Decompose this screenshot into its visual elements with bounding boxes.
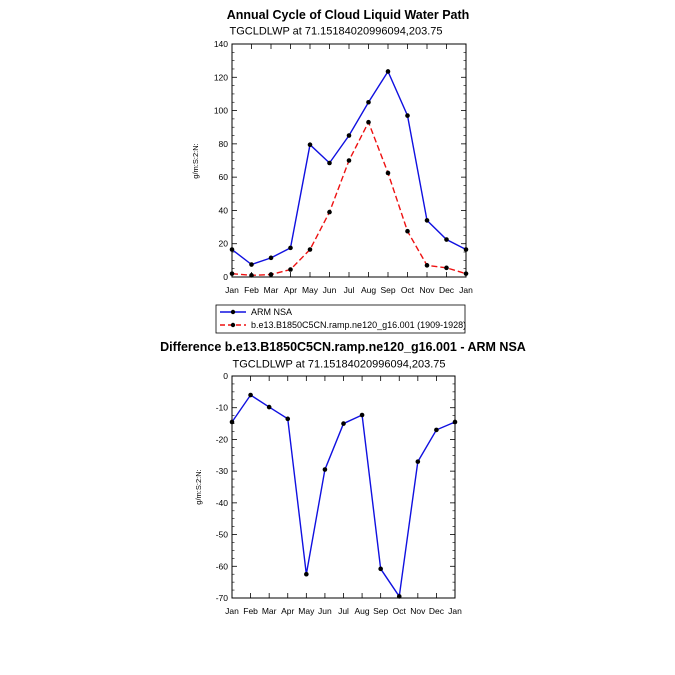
x-tick-label: Jul <box>344 285 355 295</box>
data-point-b-e13-b1850c5cn-ramp-ne120-g16-001-1909-1928 <box>405 228 410 234</box>
y-tick-label: 140 <box>214 39 228 49</box>
bottom-chart-ylabel: g/m:S:2:N: <box>194 469 203 504</box>
y-tick-label: 120 <box>214 72 228 82</box>
x-tick-label: Jun <box>323 285 337 295</box>
y-tick-label: -20 <box>216 434 229 444</box>
data-point-arm-nsa <box>405 113 410 118</box>
y-tick-label: -40 <box>216 498 229 508</box>
x-tick-label: Nov <box>410 606 426 616</box>
x-tick-label: Jun <box>318 606 332 616</box>
x-tick-label: Aug <box>355 606 370 616</box>
top-chart-subtitle: TGCLDLWP at 71.15184020996094,203.75 <box>229 26 442 38</box>
y-tick-label: 20 <box>219 239 229 249</box>
data-point-b-e13-b1850c5cn-ramp-ne120-g16-001-1909-1928 <box>249 273 254 278</box>
y-tick-label: -50 <box>216 530 229 540</box>
x-tick-label: May <box>302 285 319 295</box>
y-tick-label: 60 <box>219 172 229 182</box>
y-tick-label: 80 <box>219 139 229 149</box>
data-point-arm-nsa <box>424 218 430 223</box>
x-tick-label: Nov <box>419 285 435 295</box>
data-point-series-1 <box>359 412 365 418</box>
x-tick-label: Jan <box>225 285 239 295</box>
y-tick-label: 100 <box>214 106 228 116</box>
y-tick-label: -70 <box>216 593 229 603</box>
data-point-arm-nsa <box>444 237 449 242</box>
legend-marker-model <box>230 322 236 328</box>
data-point-b-e13-b1850c5cn-ramp-ne120-g16-001-1909-1928 <box>229 271 235 276</box>
x-tick-label: Mar <box>262 606 277 616</box>
data-point-series-1 <box>248 392 253 398</box>
legend-label-arm-nsa: ARM NSA <box>251 307 292 317</box>
data-point-arm-nsa <box>463 247 469 252</box>
x-tick-label: Sep <box>373 606 388 616</box>
data-point-series-1 <box>304 571 309 577</box>
data-point-arm-nsa <box>268 255 274 261</box>
data-point-series-1 <box>229 419 235 425</box>
data-point-arm-nsa <box>288 245 293 251</box>
data-point-b-e13-b1850c5cn-ramp-ne120-g16-001-1909-1928 <box>288 267 293 272</box>
data-point-b-e13-b1850c5cn-ramp-ne120-g16-001-1909-1928 <box>444 265 449 271</box>
data-point-series-1 <box>415 459 421 464</box>
data-point-arm-nsa <box>327 160 332 166</box>
x-tick-label: Apr <box>284 285 297 295</box>
data-point-arm-nsa <box>249 262 254 267</box>
x-tick-label: Feb <box>244 285 259 295</box>
x-tick-label: Oct <box>401 285 415 295</box>
data-point-series-1 <box>452 419 458 425</box>
data-point-series-1 <box>266 404 272 410</box>
x-tick-label: Aug <box>361 285 376 295</box>
y-tick-label: -30 <box>216 466 229 476</box>
data-point-b-e13-b1850c5cn-ramp-ne120-g16-001-1909-1928 <box>463 271 469 276</box>
x-tick-label: Jan <box>448 606 462 616</box>
legend-label-model: b.e13.B1850C5CN.ramp.ne120_g16.001 (1909… <box>251 320 466 330</box>
x-tick-label: May <box>298 606 315 616</box>
data-point-series-1 <box>285 416 291 422</box>
x-tick-label: Jan <box>459 285 473 295</box>
x-tick-label: Feb <box>243 606 258 616</box>
x-tick-label: Dec <box>429 606 445 616</box>
data-point-b-e13-b1850c5cn-ramp-ne120-g16-001-1909-1928 <box>366 119 371 125</box>
data-point-b-e13-b1850c5cn-ramp-ne120-g16-001-1909-1928 <box>424 263 430 268</box>
data-point-b-e13-b1850c5cn-ramp-ne120-g16-001-1909-1928 <box>268 272 274 277</box>
x-tick-label: Oct <box>393 606 407 616</box>
x-tick-label: Sep <box>380 285 395 295</box>
data-point-series-1 <box>341 421 346 426</box>
bottom-chart-subtitle: TGCLDLWP at 71.15184020996094,203.75 <box>232 359 445 371</box>
data-point-arm-nsa <box>385 69 391 74</box>
x-tick-label: Jan <box>225 606 239 616</box>
y-tick-label: 0 <box>223 371 228 381</box>
data-point-arm-nsa <box>307 142 313 147</box>
y-tick-label: -10 <box>216 403 229 413</box>
x-tick-label: Dec <box>439 285 455 295</box>
x-tick-label: Apr <box>281 606 294 616</box>
plot-frame <box>231 375 456 599</box>
data-point-b-e13-b1850c5cn-ramp-ne120-g16-001-1909-1928 <box>385 170 391 176</box>
data-point-b-e13-b1850c5cn-ramp-ne120-g16-001-1909-1928 <box>346 158 352 163</box>
y-tick-label: 40 <box>219 205 229 215</box>
series-line-b-e13-b1850c5cn-ramp-ne120-g16-001-1909-1928 <box>231 120 467 277</box>
data-point-series-1 <box>378 566 383 572</box>
legend-marker-arm-nsa <box>230 309 236 315</box>
data-point-series-1 <box>322 467 328 472</box>
top-chart-title: Annual Cycle of Cloud Liquid Water Path <box>227 8 470 22</box>
data-point-arm-nsa <box>229 247 235 252</box>
x-tick-label: Jul <box>338 606 349 616</box>
data-point-arm-nsa <box>346 133 352 138</box>
top-chart-plot-area: 0 20 40 60 80 100 120 140 Jan Feb Mar Apr May Jun Jul A… <box>214 39 473 295</box>
top-chart-ylabel: g/m:S:2:N: <box>191 143 200 178</box>
y-tick-label: -60 <box>216 561 229 571</box>
data-point-arm-nsa <box>366 99 371 105</box>
top-chart-legend: ARM NSA b.e13.B1850C5CN.ramp.ne120_g16.0… <box>215 304 466 334</box>
y-tick-label: 0 <box>223 272 228 282</box>
bottom-chart-title: Difference b.e13.B1850C5CN.ramp.ne120_g1… <box>160 340 526 354</box>
legend-box <box>215 304 466 334</box>
data-point-b-e13-b1850c5cn-ramp-ne120-g16-001-1909-1928 <box>327 209 332 215</box>
data-point-series-1 <box>396 594 402 599</box>
series-line-arm-nsa <box>231 69 467 266</box>
bottom-chart-plot-area: -70 -60 -50 -40 -30 -20 -10 0 Jan Feb Mar Apr May Jun… <box>216 371 462 616</box>
data-point-series-1 <box>434 427 439 433</box>
x-tick-label: Mar <box>264 285 279 295</box>
data-point-b-e13-b1850c5cn-ramp-ne120-g16-001-1909-1928 <box>307 247 313 252</box>
